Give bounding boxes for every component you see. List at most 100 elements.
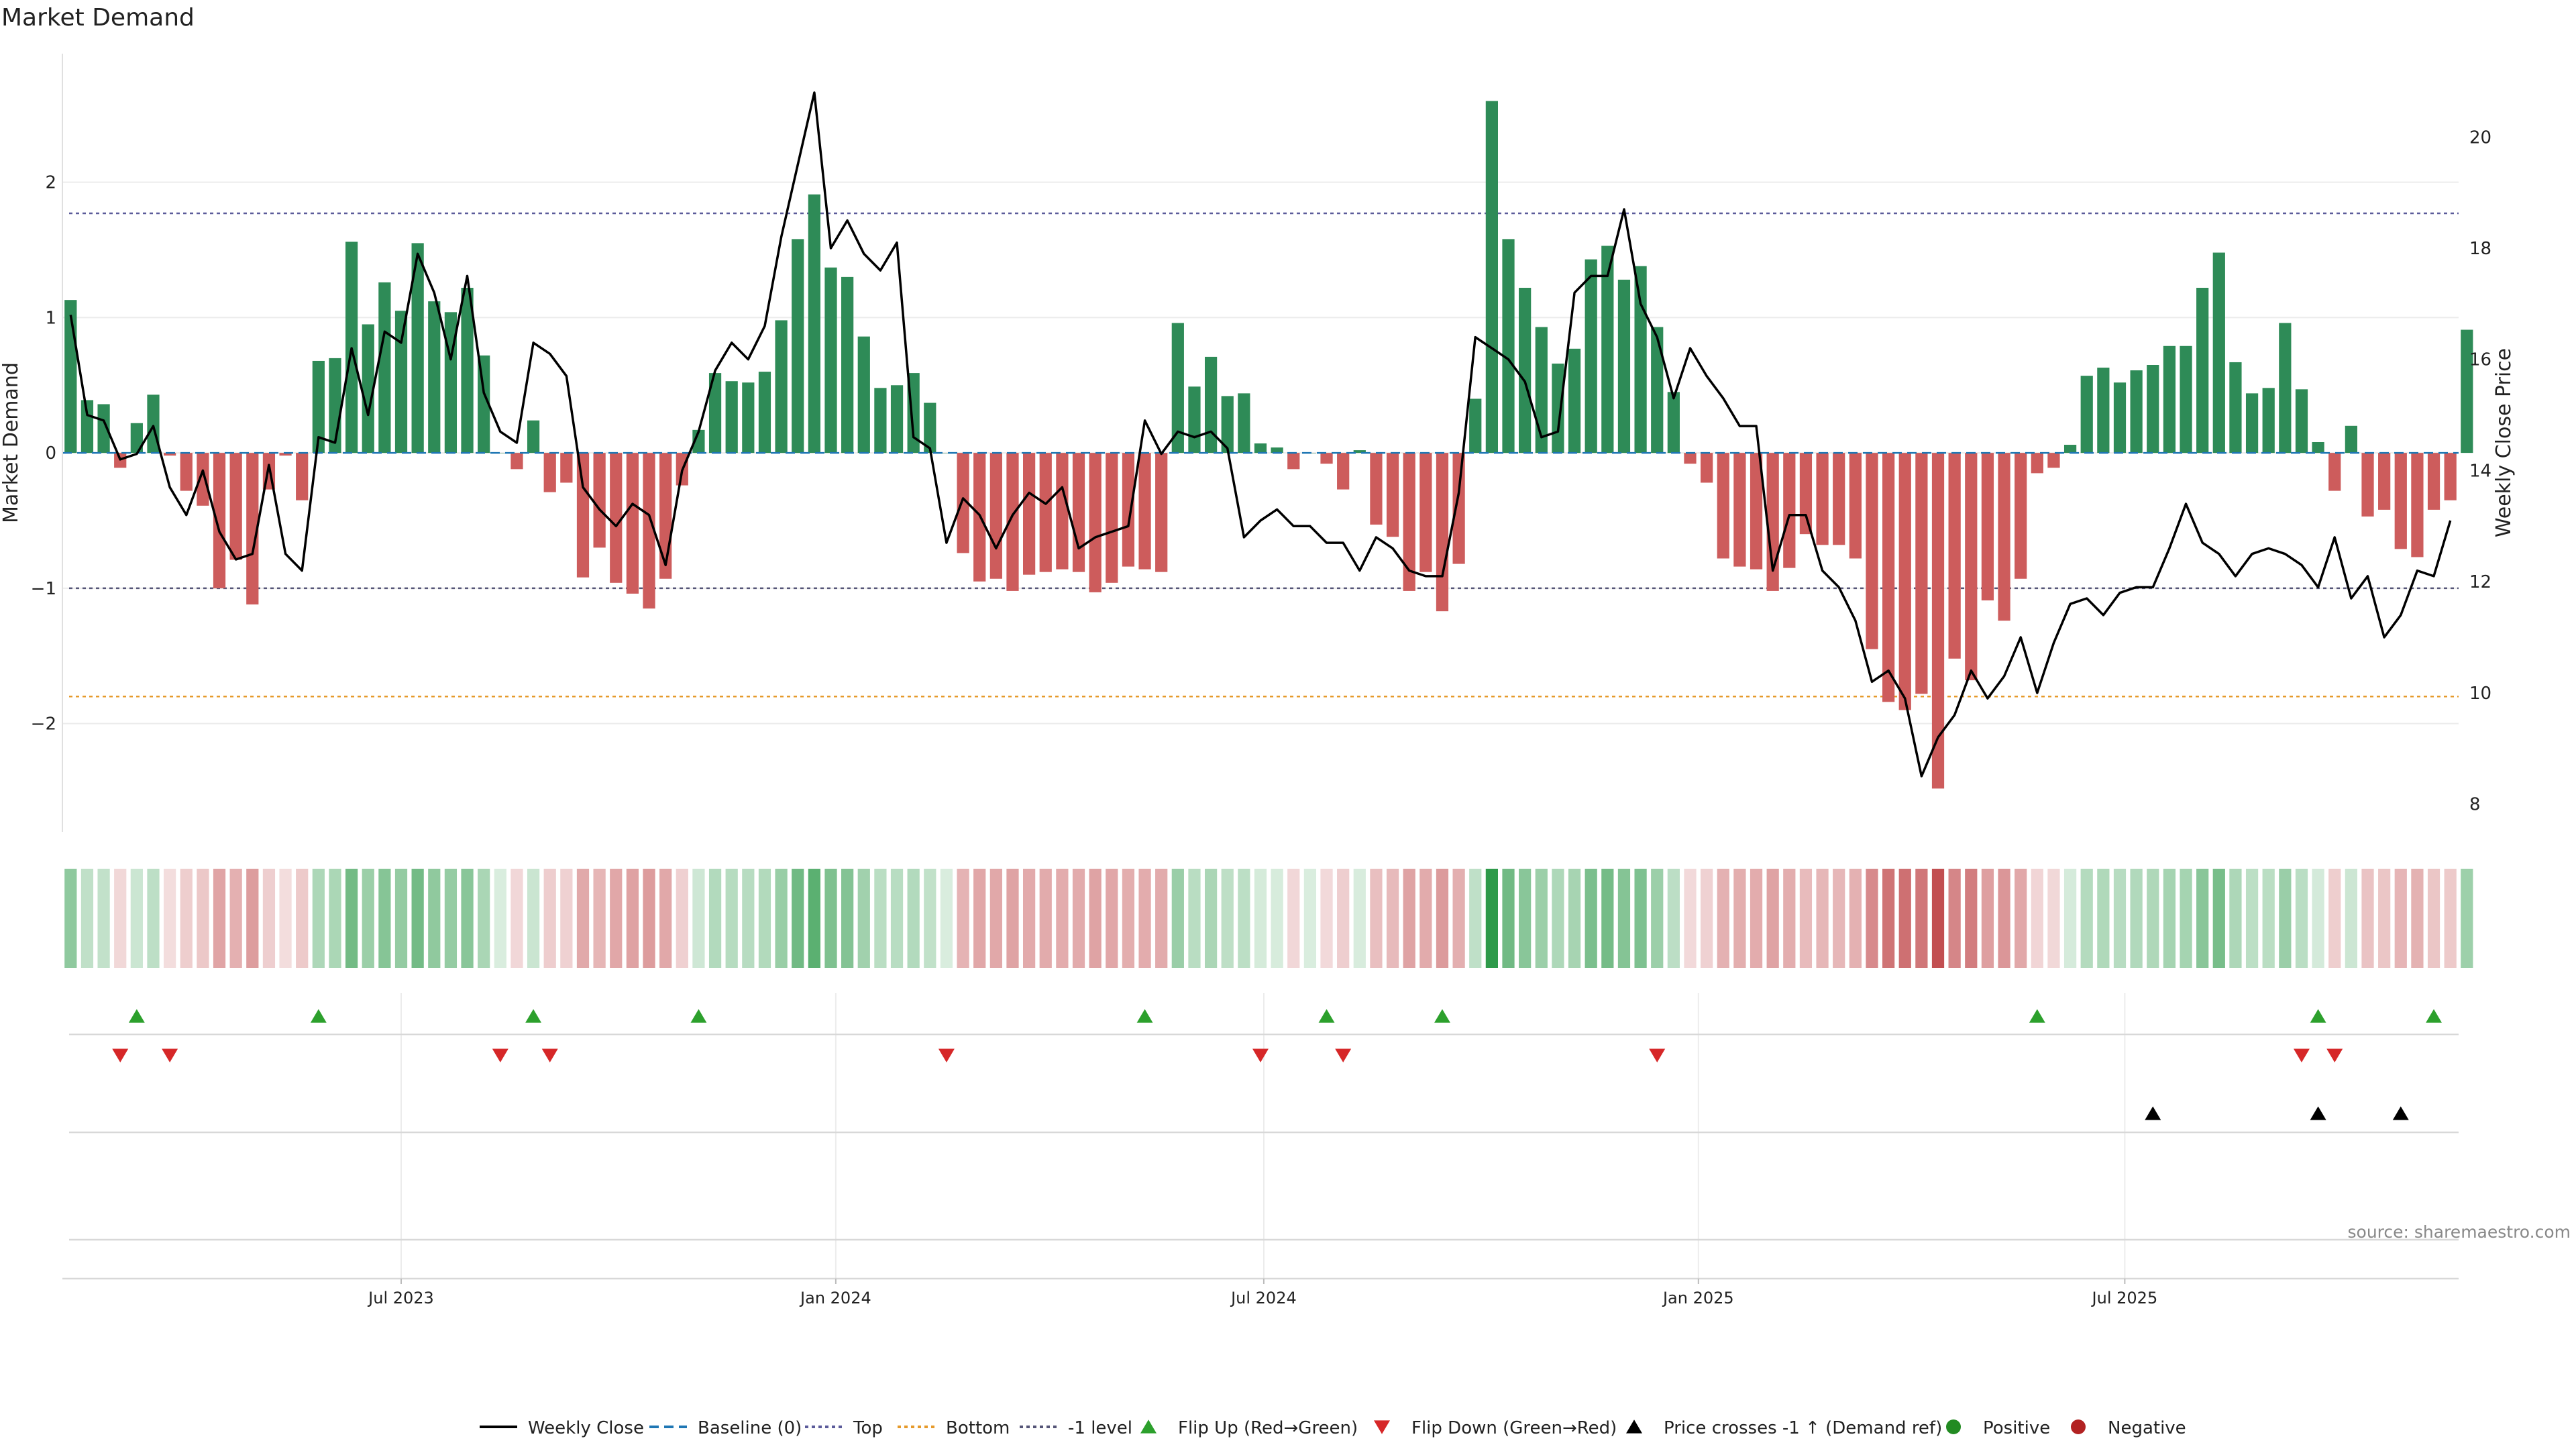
heat-cell [2295, 869, 2308, 968]
heat-cell [511, 869, 523, 968]
demand-bar [841, 276, 854, 453]
demand-bar [1634, 266, 1647, 453]
heat-cell [527, 869, 540, 968]
heat-cell [279, 869, 292, 968]
heat-cell [1519, 869, 1532, 968]
weekly-close-series [69, 91, 2452, 777]
y-tick-left-label: 2 [45, 173, 56, 193]
heat-cell [1750, 869, 1763, 968]
heat-cell [1485, 869, 1498, 968]
heat-cell [2015, 869, 2027, 968]
demand-bar [1271, 447, 1283, 453]
heat-cell [1981, 869, 1994, 968]
heat-cell [2394, 869, 2407, 968]
demand-bar [1171, 323, 1184, 453]
demand-bar [560, 453, 573, 483]
demand-bar [2015, 453, 2027, 579]
y-tick-right-label: 20 [2469, 127, 2491, 148]
demand-bar [924, 402, 936, 453]
heat-cell [973, 869, 986, 968]
heat-cell [2229, 869, 2242, 968]
heat-cell [1502, 869, 1515, 968]
heat-cell [164, 869, 176, 968]
flip-up-marker [128, 1009, 145, 1023]
y-tick-left-label: −1 [31, 579, 56, 599]
demand-bar [824, 267, 837, 453]
heat-cell [1783, 869, 1796, 968]
demand-bar [2461, 329, 2473, 453]
heat-cell [1039, 869, 1052, 968]
heat-cell [2427, 869, 2440, 968]
heat-cell [626, 869, 639, 968]
demand-bar [213, 453, 226, 588]
demand-bar [246, 453, 259, 605]
demand-bar [2163, 345, 2176, 453]
demand-bar [296, 453, 309, 500]
heat-cell [296, 869, 309, 968]
heat-cell [213, 869, 226, 968]
heat-cell [1601, 869, 1614, 968]
heat-cell [610, 869, 623, 968]
demand-bar [1106, 453, 1118, 583]
demand-bar [2147, 365, 2159, 453]
y-tick-right-label: 8 [2469, 795, 2481, 815]
heat-cell [1303, 869, 1317, 968]
y-axis-right-label: Weekly Close Price [2492, 348, 2516, 537]
demand-bar [708, 373, 722, 453]
legend-label: Bottom [946, 1418, 1010, 1438]
flip-down-marker [938, 1049, 955, 1063]
heat-cell [378, 869, 391, 968]
heat-cell [593, 869, 606, 968]
y-tick-left-label: 1 [45, 308, 56, 328]
heat-cell [1799, 869, 1813, 968]
heat-cell [1254, 869, 1267, 968]
heat-cell [197, 869, 209, 968]
heat-cell [229, 869, 242, 968]
y-tick-right-label: 18 [2469, 239, 2491, 259]
demand-bar [1072, 453, 1085, 572]
demand-bar [1502, 239, 1515, 453]
heat-cell [461, 869, 474, 968]
heat-cell [1684, 869, 1697, 968]
heat-cell [1568, 869, 1581, 968]
demand-bar [1221, 396, 1234, 453]
demand-bar [1981, 453, 1994, 601]
heat-cell [2461, 869, 2473, 968]
demand-bar [2361, 453, 2374, 517]
demand-bar [742, 382, 755, 453]
demand-bar [1122, 453, 1135, 567]
demand-bar [411, 243, 424, 453]
demand-bar [1816, 453, 1829, 545]
heat-cell [1006, 869, 1019, 968]
demand-bar [1056, 453, 1069, 570]
heat-cell [890, 869, 904, 968]
legend-label: Top [853, 1418, 883, 1438]
demand-bar [2295, 389, 2308, 453]
flip-up-marker [2310, 1009, 2326, 1023]
demand-bar [362, 324, 374, 453]
heat-cell [262, 869, 276, 968]
heat-cell [1155, 869, 1168, 968]
demand-bar [593, 453, 606, 548]
demand-bar [1204, 356, 1218, 453]
heat-cell [1866, 869, 1878, 968]
heat-cell [64, 869, 77, 968]
heat-cell [1965, 869, 1978, 968]
demand-bar [229, 453, 242, 560]
demand-bar [1998, 453, 2010, 621]
demand-bar [164, 453, 176, 456]
demand-bar [1866, 453, 1878, 649]
heat-cell [1898, 869, 1911, 968]
heat-cell [2411, 869, 2424, 968]
heat-cell [874, 869, 887, 968]
demand-bar [989, 453, 1002, 579]
price-cross-marker [2310, 1106, 2326, 1120]
demand-bar [1568, 348, 1581, 453]
demand-bar [2031, 453, 2043, 474]
legend-swatch [2071, 1419, 2086, 1434]
heat-cell [1204, 869, 1218, 968]
heat-cell [2378, 869, 2391, 968]
heat-cell [808, 869, 820, 968]
